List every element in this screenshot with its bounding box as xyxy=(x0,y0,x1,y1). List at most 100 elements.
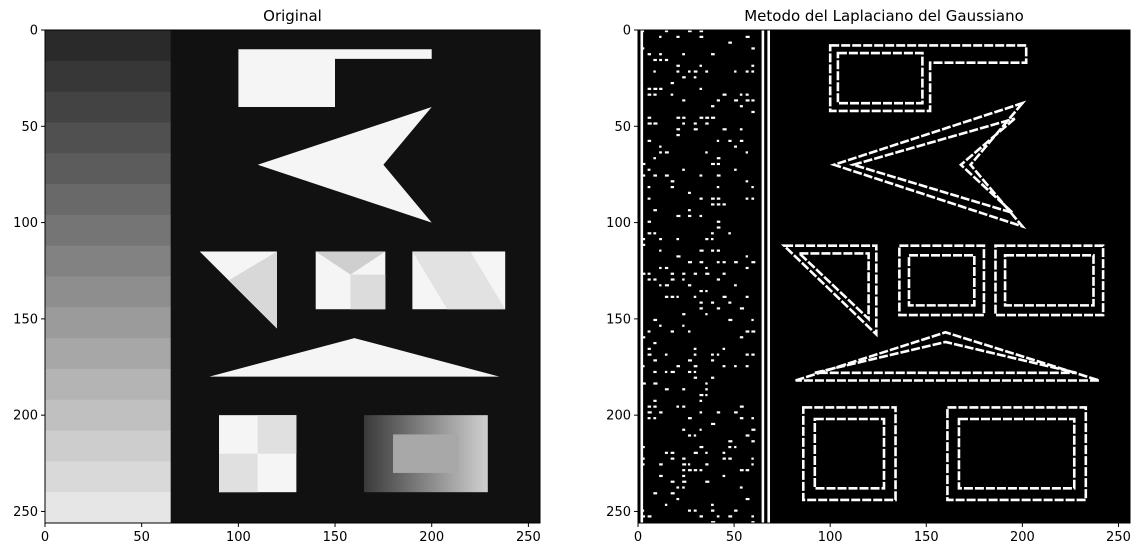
gradient-band xyxy=(45,492,171,523)
gradient-band xyxy=(45,338,171,370)
edge-speckle xyxy=(716,139,720,142)
gradient-band xyxy=(45,245,171,277)
edge-speckle xyxy=(739,105,743,108)
edge-speckle xyxy=(745,99,750,102)
gradient-band xyxy=(45,307,171,339)
edge-speckle xyxy=(676,365,681,368)
edge-speckle xyxy=(664,58,669,62)
x-tick-label: 150 xyxy=(323,530,348,545)
edge-speckle xyxy=(647,116,652,119)
edge-speckle xyxy=(664,30,669,33)
edge-speckle xyxy=(693,434,697,437)
edge-speckle xyxy=(647,278,651,281)
edge-speckle xyxy=(653,341,657,345)
edge-speckle xyxy=(716,353,720,356)
edge-speckle xyxy=(705,70,709,73)
edge-speckle xyxy=(751,428,756,431)
edge-speckle xyxy=(716,515,720,518)
edge-contour xyxy=(907,254,976,307)
edge-speckle xyxy=(653,232,657,235)
edge-speckle xyxy=(693,353,697,356)
x-tick-label: 200 xyxy=(1010,530,1035,545)
edge-speckle xyxy=(711,422,716,426)
edge-speckle xyxy=(716,157,721,160)
edge-speckle xyxy=(734,365,737,368)
edge-speckle xyxy=(641,445,645,449)
edge-speckle xyxy=(705,451,708,454)
edge-speckle xyxy=(716,185,720,189)
edge-speckle xyxy=(659,411,663,414)
edge-speckle xyxy=(739,128,743,131)
image-area xyxy=(638,30,1130,523)
edge-speckle xyxy=(687,469,692,472)
edge-speckle xyxy=(653,382,658,385)
edge-speckle xyxy=(734,284,737,287)
edge-speckle xyxy=(670,457,675,460)
edge-speckle xyxy=(653,399,657,402)
edge-speckle xyxy=(682,405,686,408)
edge-speckle xyxy=(682,463,687,466)
x-tick-label: 250 xyxy=(1106,530,1131,545)
shape xyxy=(257,107,432,223)
edge-speckle xyxy=(705,266,708,270)
gradient-band xyxy=(45,153,171,185)
edge-speckle xyxy=(659,87,663,90)
edge-speckle xyxy=(722,365,726,368)
edge-speckle xyxy=(745,330,750,333)
edge-speckle xyxy=(647,197,651,200)
edge-speckle xyxy=(751,417,754,420)
edge-speckle xyxy=(745,295,749,298)
edge-speckle xyxy=(687,214,692,218)
edge-speckle xyxy=(687,30,692,33)
edge-speckle xyxy=(676,486,680,489)
edge-speckle xyxy=(653,122,658,125)
edge-speckle xyxy=(716,411,721,414)
edge-speckle xyxy=(670,480,675,483)
edge-speckle xyxy=(722,203,726,206)
edge-speckle xyxy=(751,185,754,189)
edge-speckle xyxy=(682,76,686,79)
edge-speckle xyxy=(647,53,651,56)
edge-speckle xyxy=(641,463,645,466)
edge-speckle xyxy=(641,382,646,385)
edge-speckle xyxy=(739,486,743,489)
edge-speckle xyxy=(699,411,703,414)
y-tick-label: 200 xyxy=(13,409,38,424)
edge-speckle xyxy=(728,515,733,518)
edge-speckle xyxy=(745,365,749,368)
y-tick-label: 150 xyxy=(13,312,38,327)
y-tick-label: 100 xyxy=(13,216,38,231)
edge-speckle xyxy=(699,515,703,518)
edge-speckle xyxy=(653,405,657,408)
plot-frame xyxy=(637,29,1131,524)
edge-speckle xyxy=(722,457,726,460)
x-tick-label: 50 xyxy=(133,530,150,545)
edge-speckle xyxy=(647,139,652,142)
edge-speckle xyxy=(699,289,703,293)
edge-speckle xyxy=(751,353,755,356)
edge-speckle xyxy=(659,237,662,241)
edge-speckle xyxy=(682,272,686,275)
edge-speckle xyxy=(705,388,708,391)
edge-speckle xyxy=(641,243,646,246)
edge-speckle xyxy=(699,174,703,177)
edge-speckle xyxy=(647,417,651,420)
edge-speckle xyxy=(751,521,755,523)
edge-speckle xyxy=(664,151,669,154)
edge-speckle xyxy=(739,139,744,142)
edge-speckle xyxy=(664,266,669,270)
edge-speckle xyxy=(693,370,697,374)
edge-speckle xyxy=(676,405,679,408)
edge-speckle xyxy=(653,157,656,160)
edge-speckle xyxy=(751,47,755,50)
edge-speckle xyxy=(722,272,726,275)
edge-speckle xyxy=(739,307,745,310)
edge-speckle xyxy=(687,191,691,194)
x-tick-label: 250 xyxy=(516,530,541,545)
shape xyxy=(350,274,386,310)
edge-speckle xyxy=(647,347,651,350)
edge-speckle xyxy=(722,261,726,264)
panel-laplacian: Metodo del Laplaciano del Gaussiano 0 50 10… xyxy=(573,0,1146,557)
edge-speckle xyxy=(734,70,737,73)
